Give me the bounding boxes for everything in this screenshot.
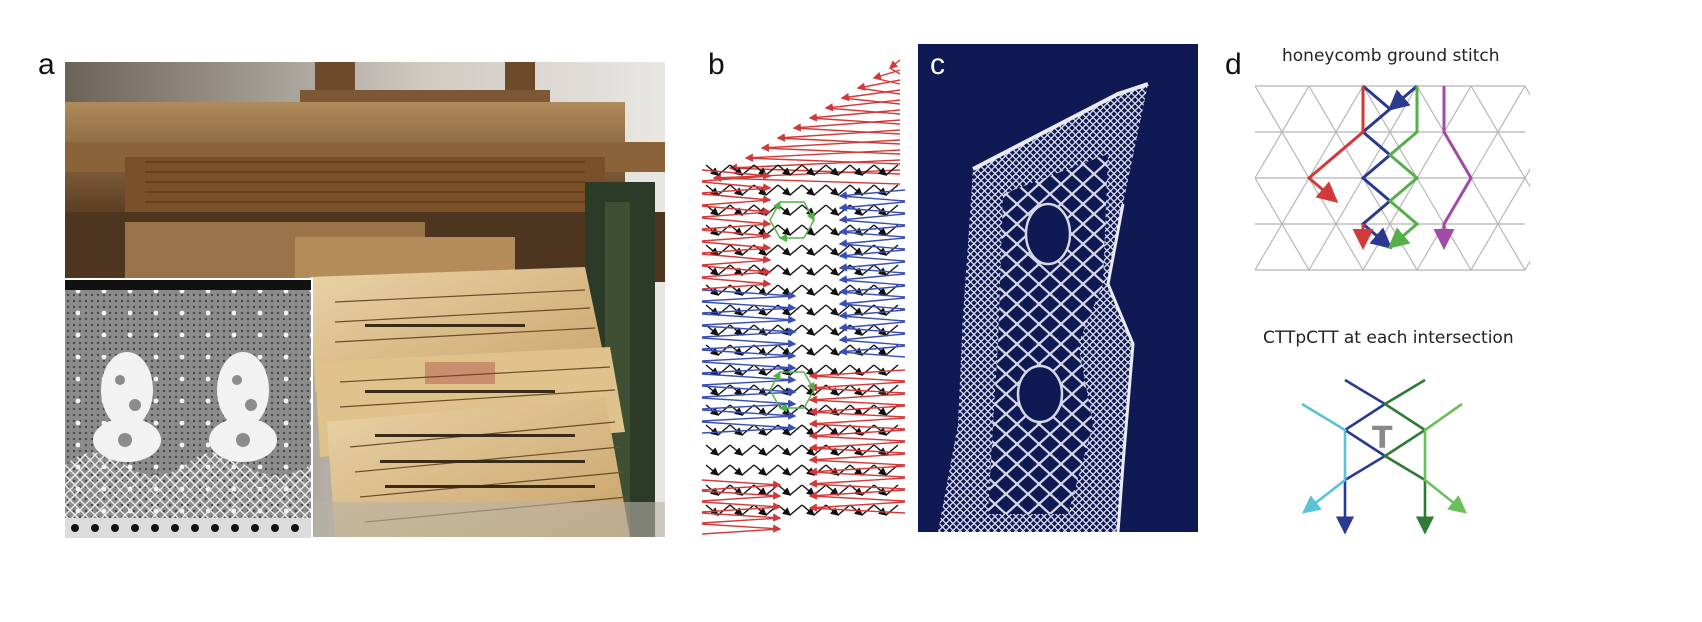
panel-b-thread-diagram bbox=[700, 40, 910, 540]
panel-a-lace-inset-photo bbox=[65, 278, 313, 538]
panel-c-lace-sample-photo bbox=[918, 44, 1198, 532]
panel-d-caption-bottom: CTTpCTT at each intersection bbox=[1263, 328, 1514, 348]
panel-letter-d: d bbox=[1225, 48, 1242, 81]
panel-letter-b: b bbox=[708, 48, 725, 81]
panel-letter-a: a bbox=[38, 48, 55, 81]
panel-letter-c: c bbox=[930, 48, 945, 81]
panel-d-intersection-diagram: T bbox=[1290, 372, 1510, 542]
panel-d-honeycomb-grid bbox=[1255, 78, 1530, 293]
pin-mark: T bbox=[1372, 421, 1393, 456]
panel-d-caption-top: honeycomb ground stitch bbox=[1282, 46, 1500, 66]
